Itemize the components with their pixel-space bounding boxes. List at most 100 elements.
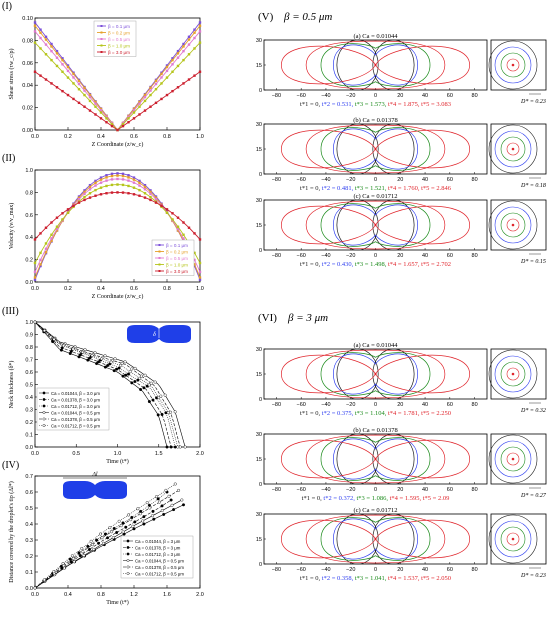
- time-caption: t*1 = 0, t*2 = 0.531, t*3 = 1.573, t*4 =…: [300, 101, 451, 108]
- data-point: [88, 192, 92, 195]
- data-point: [72, 204, 75, 207]
- y-tick-label: 15: [256, 63, 262, 69]
- series-line: [34, 499, 172, 589]
- data-point: [138, 194, 141, 197]
- y-tick-label: 0: [259, 562, 262, 568]
- data-point: [77, 195, 81, 198]
- data-point: [61, 218, 64, 221]
- y-tick-label: 0.00: [22, 128, 33, 134]
- data-point: [182, 49, 185, 53]
- initial-droplet: [336, 39, 379, 91]
- y-tick-label: 0.5: [25, 506, 33, 512]
- data-point: [66, 76, 70, 79]
- data-point: [110, 122, 114, 126]
- y-tick-label: 0.3: [25, 538, 33, 544]
- x-tick-label: 0: [374, 253, 377, 259]
- droplet-shape-1: [333, 353, 418, 395]
- data-point: [176, 229, 180, 232]
- centroid-marker: [374, 372, 377, 376]
- data-point: [149, 192, 152, 196]
- data-point: [156, 413, 160, 417]
- cross-section-ring: [500, 446, 526, 472]
- initial-droplet: [336, 199, 379, 251]
- data-point: [106, 364, 110, 368]
- x-tick-label: 80: [472, 567, 478, 573]
- data-point: [138, 105, 141, 108]
- data-point: [99, 193, 103, 196]
- data-point: [198, 276, 202, 279]
- data-point: [193, 258, 196, 262]
- data-point: [70, 554, 74, 558]
- data-point: [66, 211, 70, 214]
- data-point: [138, 102, 141, 105]
- cross-section-frame: [490, 348, 547, 400]
- x-axis-label: Time (t*): [106, 599, 129, 606]
- legend-marker: [42, 391, 46, 395]
- cross-section-center: [511, 537, 515, 541]
- x-tick-label: 0.2: [64, 286, 72, 292]
- data-point: [149, 195, 152, 199]
- data-point: [83, 195, 86, 199]
- x-tick-label: 1.5: [155, 451, 163, 457]
- data-point: [88, 95, 92, 99]
- droplet-shape-1: [333, 44, 418, 86]
- x-tick-label: −20: [346, 487, 355, 493]
- data-point: [55, 216, 59, 219]
- data-point: [121, 191, 125, 194]
- x-tick-label: 0.4: [97, 286, 105, 292]
- data-point: [55, 229, 59, 232]
- legend-label: Ca = 0.01712, β = 3.0 μm: [51, 404, 100, 409]
- y-tick-label: 30: [256, 512, 262, 518]
- data-point: [83, 189, 86, 192]
- data-point: [106, 536, 110, 540]
- data-point: [193, 47, 196, 50]
- data-point: [100, 536, 104, 540]
- time-value-1: t*1 = 0,: [300, 101, 322, 108]
- data-point: [39, 258, 42, 262]
- data-point: [171, 218, 174, 221]
- time-value-5: t*5 = 3.083: [421, 101, 451, 108]
- data-point: [113, 357, 117, 361]
- time-value-3: t*3 = 1.086,: [357, 495, 390, 502]
- x-tick-label: −20: [346, 93, 355, 99]
- data-point: [94, 179, 97, 183]
- y-tick-label: 0.7: [25, 474, 33, 480]
- data-point: [165, 93, 169, 97]
- data-point: [39, 251, 42, 255]
- data-point: [94, 100, 97, 104]
- data-point: [193, 232, 196, 235]
- y-tick-label: 0.0: [25, 445, 33, 451]
- data-point: [138, 376, 142, 380]
- data-point: [143, 196, 147, 199]
- y-tick-label: 30: [256, 38, 262, 44]
- data-point: [162, 512, 166, 516]
- data-point: [156, 497, 160, 501]
- legend-marker: [42, 417, 46, 421]
- data-point: [119, 524, 123, 528]
- data-point: [160, 412, 164, 416]
- cross-section-ring: [506, 452, 520, 466]
- centroid-marker: [374, 457, 377, 461]
- data-point: [124, 525, 128, 529]
- data-point: [165, 445, 169, 449]
- data-point: [94, 194, 97, 197]
- data-point: [176, 86, 180, 89]
- data-point: [129, 518, 133, 522]
- cross-section-ring: [488, 124, 538, 174]
- legend-label: Ca = 0.01044, β = 3.0 μm: [51, 391, 100, 396]
- x-tick-label: −20: [346, 177, 355, 183]
- droplet-shape-final: [280, 129, 471, 169]
- data-point: [160, 72, 163, 76]
- legend-label: Ca = 0.01044, β = 0.5 μm: [135, 559, 184, 564]
- cross-section-ring: [506, 142, 520, 156]
- x-tick-label: −40: [321, 253, 330, 259]
- data-point: [99, 117, 103, 120]
- data-point: [142, 386, 146, 390]
- data-point: [182, 82, 185, 85]
- y-tick-label: 0.4: [25, 522, 33, 528]
- data-point: [133, 520, 137, 524]
- data-point: [149, 86, 152, 90]
- data-point: [127, 174, 130, 177]
- data-point: [66, 64, 70, 67]
- x-tick-label: 1.0: [196, 286, 204, 292]
